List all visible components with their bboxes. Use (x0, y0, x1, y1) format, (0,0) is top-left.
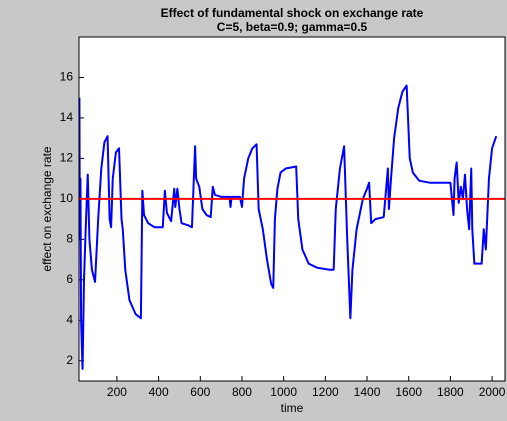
data-line (78, 84, 498, 370)
y-tick-label: 16 (60, 70, 74, 84)
x-axis-label: time (281, 401, 304, 415)
x-tick-label: 2000 (479, 385, 506, 399)
y-axis-label: effect on exchange rate (40, 146, 54, 272)
axes-box (78, 36, 506, 382)
x-tick-label: 1200 (312, 385, 339, 399)
y-tick-label: 2 (66, 353, 73, 367)
plot-area (79, 37, 505, 381)
y-tick-label: 12 (60, 151, 74, 165)
y-tick-label: 4 (66, 312, 73, 326)
x-tick-label: 200 (107, 385, 127, 399)
x-tick-label: 1000 (270, 385, 297, 399)
x-tick-label: 800 (232, 385, 252, 399)
y-tick-label: 10 (60, 191, 74, 205)
y-tick-label: 8 (66, 232, 73, 246)
chart-subtitle: C=5, beta=0.9; gamma=0.5 (217, 20, 368, 34)
x-tick-label: 1400 (354, 385, 381, 399)
y-tick-label: 6 (66, 272, 73, 286)
x-tick-label: 1600 (395, 385, 422, 399)
chart-title: Effect of fundamental shock on exchange … (161, 6, 424, 20)
x-tick-label: 1800 (437, 385, 464, 399)
y-tick-label: 14 (60, 110, 74, 124)
x-tick-label: 600 (190, 385, 210, 399)
x-tick-label: 400 (149, 385, 169, 399)
